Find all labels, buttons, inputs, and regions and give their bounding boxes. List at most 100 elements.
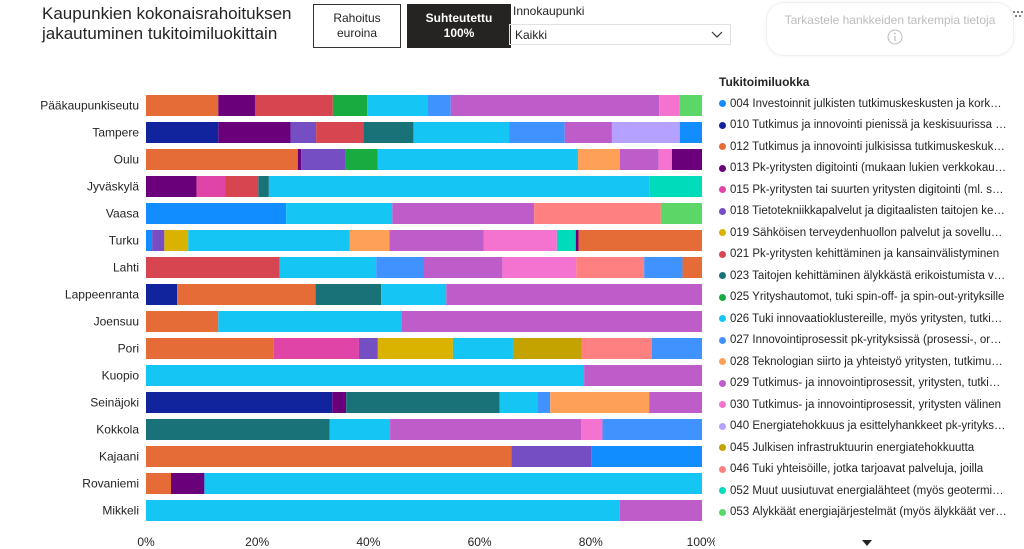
- bar-segment[interactable]: [188, 230, 350, 251]
- bar-segment[interactable]: [177, 284, 316, 305]
- bar-segment[interactable]: [146, 257, 280, 278]
- bar-segment[interactable]: [218, 311, 402, 332]
- bar-segment[interactable]: [225, 176, 259, 197]
- bar-segment[interactable]: [316, 122, 364, 143]
- bar-segment[interactable]: [512, 338, 582, 359]
- bar-segment[interactable]: [146, 338, 274, 359]
- legend-item[interactable]: 010 Tutkimus ja innovointi pienissä ja k…: [719, 115, 1009, 137]
- bar-segment[interactable]: [424, 257, 503, 278]
- bar-segment[interactable]: [611, 122, 680, 143]
- bar-segment[interactable]: [346, 392, 500, 413]
- bar-segment[interactable]: [315, 284, 382, 305]
- bar-segment[interactable]: [146, 365, 585, 386]
- bar-segment[interactable]: [392, 203, 535, 224]
- bar-segment[interactable]: [619, 500, 702, 521]
- legend-item[interactable]: 045 Julkisen infrastruktuurin energiateh…: [719, 437, 1009, 459]
- bar-segment[interactable]: [332, 95, 368, 116]
- legend-item[interactable]: 040 Energiatehokkuus ja esittelyhankkeet…: [719, 416, 1009, 438]
- legend-item[interactable]: 027 Innovointiprosessit pk-yrityksissä (…: [719, 330, 1009, 352]
- legend-item[interactable]: 015 Pk-yritysten tai suurten yritysten d…: [719, 179, 1009, 201]
- bar-segment[interactable]: [401, 311, 702, 332]
- legend-item[interactable]: 018 Tietotekniikkapalvelut ja digitaalis…: [719, 201, 1009, 223]
- bar-segment[interactable]: [679, 122, 702, 143]
- bar-segment[interactable]: [660, 203, 702, 224]
- more-options-icon[interactable]: [1012, 10, 1024, 18]
- bar-segment[interactable]: [511, 446, 592, 467]
- bar-segment[interactable]: [286, 203, 393, 224]
- legend-item[interactable]: 052 Muut uusiutuvat energialähteet (myös…: [719, 480, 1009, 502]
- bar-segment[interactable]: [499, 392, 538, 413]
- bar-segment[interactable]: [146, 446, 512, 467]
- bar-segment[interactable]: [389, 230, 484, 251]
- bar-segment[interactable]: [452, 338, 513, 359]
- bar-segment[interactable]: [146, 122, 219, 143]
- bar-segment[interactable]: [671, 149, 702, 170]
- toggle-euros-button[interactable]: Rahoitus euroina: [313, 4, 401, 48]
- bar-segment[interactable]: [502, 257, 577, 278]
- bar-segment[interactable]: [446, 284, 702, 305]
- legend-item[interactable]: 021 Pk-yritysten kehittäminen ja kansain…: [719, 244, 1009, 266]
- bar-segment[interactable]: [556, 230, 576, 251]
- legend-item[interactable]: 029 Tutkimus- ja innovointiprosessit, yr…: [719, 373, 1009, 395]
- bar-segment[interactable]: [584, 365, 702, 386]
- bar-segment[interactable]: [376, 257, 424, 278]
- bar-segment[interactable]: [146, 176, 197, 197]
- bar-segment[interactable]: [578, 149, 620, 170]
- bar-segment[interactable]: [619, 149, 659, 170]
- bar-segment[interactable]: [258, 176, 269, 197]
- bar-segment[interactable]: [146, 149, 298, 170]
- bar-segment[interactable]: [345, 149, 378, 170]
- bar-segment[interactable]: [537, 392, 551, 413]
- bar-segment[interactable]: [679, 95, 702, 116]
- legend-item[interactable]: 046 Tuki yhteisöille, jotka tarjoavat pa…: [719, 459, 1009, 481]
- legend-item[interactable]: 025 Yrityshautomot, tuki spin-off- ja sp…: [719, 287, 1009, 309]
- bar-segment[interactable]: [377, 338, 453, 359]
- bar-segment[interactable]: [164, 230, 189, 251]
- bar-segment[interactable]: [534, 203, 661, 224]
- bar-segment[interactable]: [146, 311, 219, 332]
- bar-segment[interactable]: [204, 473, 702, 494]
- bar-segment[interactable]: [509, 122, 565, 143]
- bar-segment[interactable]: [301, 149, 346, 170]
- legend-item[interactable]: 053 Älykkäät energiajärjestelmät (myös ä…: [719, 502, 1009, 524]
- bar-segment[interactable]: [578, 230, 702, 251]
- legend-item[interactable]: 030 Tutkimus- ja innovointiprosessit, yr…: [719, 394, 1009, 416]
- bar-segment[interactable]: [367, 95, 428, 116]
- bar-segment[interactable]: [146, 95, 219, 116]
- bar-segment[interactable]: [146, 473, 172, 494]
- bar-segment[interactable]: [659, 95, 680, 116]
- details-info-card[interactable]: Tarkastele hankkeiden tarkempia tietoja: [766, 2, 1014, 56]
- bar-segment[interactable]: [297, 149, 302, 170]
- bar-segment[interactable]: [279, 257, 377, 278]
- bar-segment[interactable]: [146, 419, 330, 440]
- bar-segment[interactable]: [550, 392, 650, 413]
- bar-segment[interactable]: [152, 230, 165, 251]
- bar-segment[interactable]: [581, 338, 652, 359]
- bar-segment[interactable]: [290, 122, 317, 143]
- city-slicer-dropdown[interactable]: Kaikki: [509, 24, 731, 45]
- bar-segment[interactable]: [218, 122, 291, 143]
- bar-segment[interactable]: [146, 500, 620, 521]
- bar-segment[interactable]: [591, 446, 702, 467]
- legend-item[interactable]: 012 Tutkimus ja innovointi julkisissa tu…: [719, 136, 1009, 158]
- bar-segment[interactable]: [332, 392, 347, 413]
- bar-segment[interactable]: [329, 419, 391, 440]
- scroll-down-icon[interactable]: [862, 540, 872, 546]
- bar-segment[interactable]: [390, 419, 582, 440]
- bar-segment[interactable]: [254, 95, 333, 116]
- bar-segment[interactable]: [658, 149, 672, 170]
- bar-segment[interactable]: [218, 95, 255, 116]
- legend-item[interactable]: 028 Teknologian siirto ja yhteistyö yrit…: [719, 351, 1009, 373]
- bar-segment[interactable]: [682, 257, 702, 278]
- bar-segment[interactable]: [450, 95, 660, 116]
- toggle-percent-button[interactable]: Suhteutettu 100%: [407, 4, 511, 48]
- bar-segment[interactable]: [381, 284, 447, 305]
- bar-segment[interactable]: [483, 230, 557, 251]
- bar-segment[interactable]: [146, 392, 333, 413]
- bar-segment[interactable]: [146, 203, 287, 224]
- bar-segment[interactable]: [581, 419, 603, 440]
- bar-segment[interactable]: [349, 230, 390, 251]
- bar-segment[interactable]: [171, 473, 205, 494]
- bar-segment[interactable]: [564, 122, 612, 143]
- legend-item[interactable]: 026 Tuki innovaatioklustereille, myös yr…: [719, 308, 1009, 330]
